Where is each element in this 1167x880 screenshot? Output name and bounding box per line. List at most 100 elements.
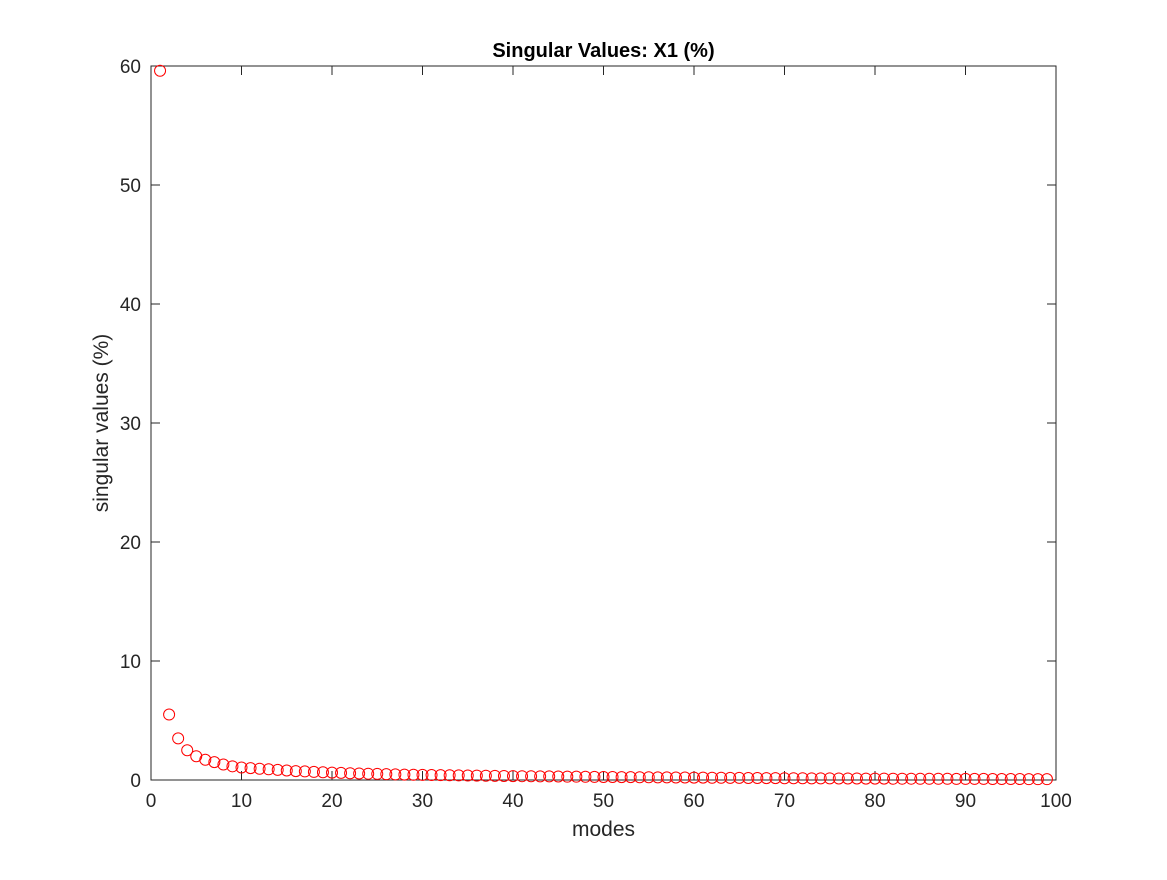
data-point — [416, 768, 429, 781]
y-axis-label: singular values (%) — [90, 334, 113, 513]
data-point — [172, 732, 185, 745]
data-point — [181, 744, 194, 757]
data-point — [507, 770, 519, 783]
data-point — [932, 772, 945, 785]
data-point — [407, 768, 420, 781]
data-point — [452, 769, 465, 782]
data-point — [878, 772, 891, 785]
tick-marks — [150, 65, 1057, 781]
x-tick-label: 60 — [683, 791, 704, 812]
data-point — [543, 770, 556, 783]
data-point — [208, 756, 221, 769]
x-tick-label: 80 — [864, 791, 885, 812]
x-tick-label: 50 — [593, 791, 614, 812]
data-point — [534, 770, 547, 783]
data-point — [380, 768, 393, 781]
x-tick-label: 100 — [1040, 791, 1072, 812]
data-point — [905, 772, 918, 785]
data-point — [959, 772, 972, 785]
data-point — [751, 771, 764, 784]
data-point — [226, 760, 239, 773]
data-point — [516, 770, 529, 783]
data-point — [769, 772, 782, 785]
data-point — [986, 773, 999, 786]
data-point — [253, 762, 266, 775]
data-point — [733, 771, 746, 784]
data-point — [669, 771, 682, 784]
data-point — [353, 767, 366, 780]
data-point — [1022, 773, 1035, 786]
data-point — [425, 769, 438, 782]
data-point — [787, 772, 800, 785]
data-point — [1031, 773, 1044, 786]
data-point — [298, 765, 311, 778]
data-point — [941, 772, 954, 785]
data-point — [289, 765, 302, 778]
data-point — [244, 762, 257, 775]
data-point — [335, 766, 348, 779]
data-point — [443, 769, 456, 782]
data-point — [859, 772, 872, 785]
data-point — [742, 771, 755, 784]
x-tick-label: 0 — [146, 791, 157, 812]
x-tick-label: 10 — [231, 791, 252, 812]
data-point — [724, 771, 737, 784]
data-point — [823, 772, 836, 785]
x-axis-label: modes — [572, 818, 635, 841]
data-point — [434, 769, 447, 782]
data-point — [615, 771, 628, 784]
plot-area — [150, 65, 1057, 781]
data-point — [280, 764, 293, 777]
data-point — [362, 767, 375, 780]
data-point — [561, 770, 574, 783]
data-point — [995, 773, 1008, 786]
data-point — [950, 772, 963, 785]
data-point — [896, 772, 909, 785]
data-point — [154, 64, 167, 77]
data-point — [678, 771, 691, 784]
data-point — [624, 771, 637, 784]
data-point — [697, 771, 710, 784]
data-point — [914, 772, 927, 785]
data-point — [163, 708, 176, 721]
data-point — [497, 769, 510, 782]
y-tick-label: 20 — [120, 533, 141, 554]
data-point — [1004, 773, 1017, 786]
data-point — [869, 772, 881, 785]
data-point — [814, 772, 827, 785]
data-point — [887, 772, 900, 785]
data-point — [778, 772, 791, 785]
data-point — [488, 769, 501, 782]
y-tick-label: 0 — [130, 771, 141, 792]
data-point — [552, 770, 565, 783]
y-tick-label: 40 — [120, 295, 141, 316]
data-point — [470, 769, 483, 782]
data-point — [398, 768, 411, 781]
data-point — [326, 766, 338, 779]
chart-title: Singular Values: X1 (%) — [492, 40, 714, 62]
y-tick-label: 10 — [120, 652, 141, 673]
data-point — [688, 771, 700, 784]
data-point — [199, 753, 212, 766]
y-tick-label: 60 — [120, 57, 141, 78]
data-point — [371, 767, 384, 780]
y-tick-label: 30 — [120, 414, 141, 435]
data-point — [832, 772, 845, 785]
data-point — [633, 771, 646, 784]
y-tick-label: 50 — [120, 176, 141, 197]
x-tick-label: 30 — [412, 791, 433, 812]
data-point — [389, 768, 402, 781]
data-point — [479, 769, 492, 782]
data-point — [660, 771, 673, 784]
data-point — [262, 763, 275, 776]
data-point — [1040, 773, 1053, 786]
data-point — [968, 772, 981, 785]
data-point — [796, 772, 809, 785]
data-point — [642, 771, 655, 784]
x-tick-label: 20 — [321, 791, 342, 812]
data-point — [923, 772, 936, 785]
x-tick-label: 90 — [955, 791, 976, 812]
data-point — [217, 758, 230, 771]
